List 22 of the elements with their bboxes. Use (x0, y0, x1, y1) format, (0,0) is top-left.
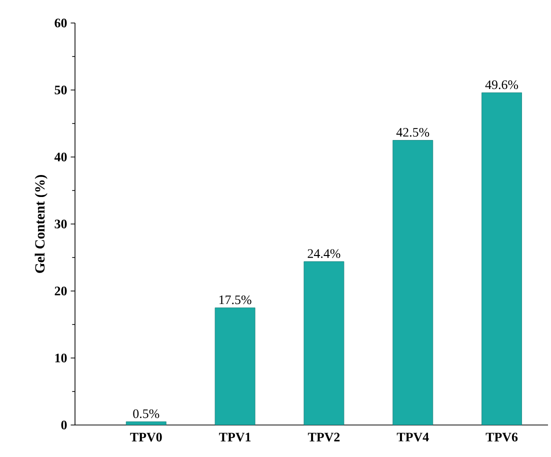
y-tick-label: 10 (55, 354, 67, 362)
data-label: 42.5% (396, 128, 430, 137)
y-tick-label: 50 (54, 86, 67, 94)
y-tick-label: 60 (54, 18, 67, 28)
data-label: 24.4% (308, 249, 340, 258)
x-tick-label: TPV6 (486, 432, 518, 442)
y-tick-label: 0 (61, 420, 67, 430)
y-axis-title: Gel Content (%) (34, 175, 48, 273)
x-tick-label: TPV2 (308, 432, 340, 442)
y-tick-label: 40 (54, 152, 67, 162)
bar (392, 140, 434, 425)
x-tick-label: TPV1 (219, 432, 251, 442)
x-tick-label: TPV4 (396, 432, 429, 442)
x-tick-label: TPV0 (130, 432, 162, 442)
bar (214, 308, 256, 425)
bar (304, 261, 344, 425)
bar (482, 92, 522, 425)
data-label: 49.6% (485, 80, 518, 90)
y-tick-label: 20 (54, 286, 67, 296)
data-label: 0.5% (133, 409, 160, 418)
y-tick-label: 30 (54, 220, 67, 228)
data-label: 17.5% (219, 295, 252, 304)
